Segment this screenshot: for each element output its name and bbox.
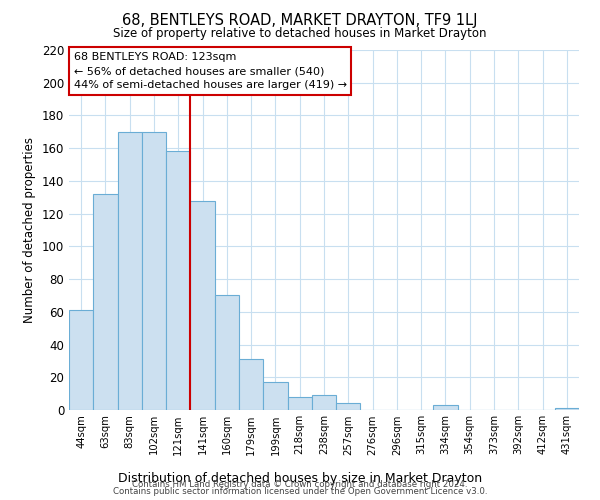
Bar <box>215 296 239 410</box>
Text: 68 BENTLEYS ROAD: 123sqm
← 56% of detached houses are smaller (540)
44% of semi-: 68 BENTLEYS ROAD: 123sqm ← 56% of detach… <box>74 52 347 90</box>
Bar <box>555 408 579 410</box>
Text: 68, BENTLEYS ROAD, MARKET DRAYTON, TF9 1LJ: 68, BENTLEYS ROAD, MARKET DRAYTON, TF9 1… <box>122 12 478 28</box>
Bar <box>287 397 312 410</box>
Bar <box>166 152 190 410</box>
Bar <box>312 396 336 410</box>
Bar <box>93 194 118 410</box>
Bar <box>263 382 287 410</box>
Bar <box>336 404 361 410</box>
Text: Contains HM Land Registry data © Crown copyright and database right 2024.: Contains HM Land Registry data © Crown c… <box>132 480 468 489</box>
Bar <box>69 310 93 410</box>
Text: Size of property relative to detached houses in Market Drayton: Size of property relative to detached ho… <box>113 28 487 40</box>
Bar <box>118 132 142 410</box>
Bar <box>142 132 166 410</box>
Bar <box>433 405 458 410</box>
Bar <box>239 360 263 410</box>
Bar <box>190 200 215 410</box>
Y-axis label: Number of detached properties: Number of detached properties <box>23 137 36 323</box>
Text: Contains public sector information licensed under the Open Government Licence v3: Contains public sector information licen… <box>113 487 487 496</box>
Text: Distribution of detached houses by size in Market Drayton: Distribution of detached houses by size … <box>118 472 482 485</box>
